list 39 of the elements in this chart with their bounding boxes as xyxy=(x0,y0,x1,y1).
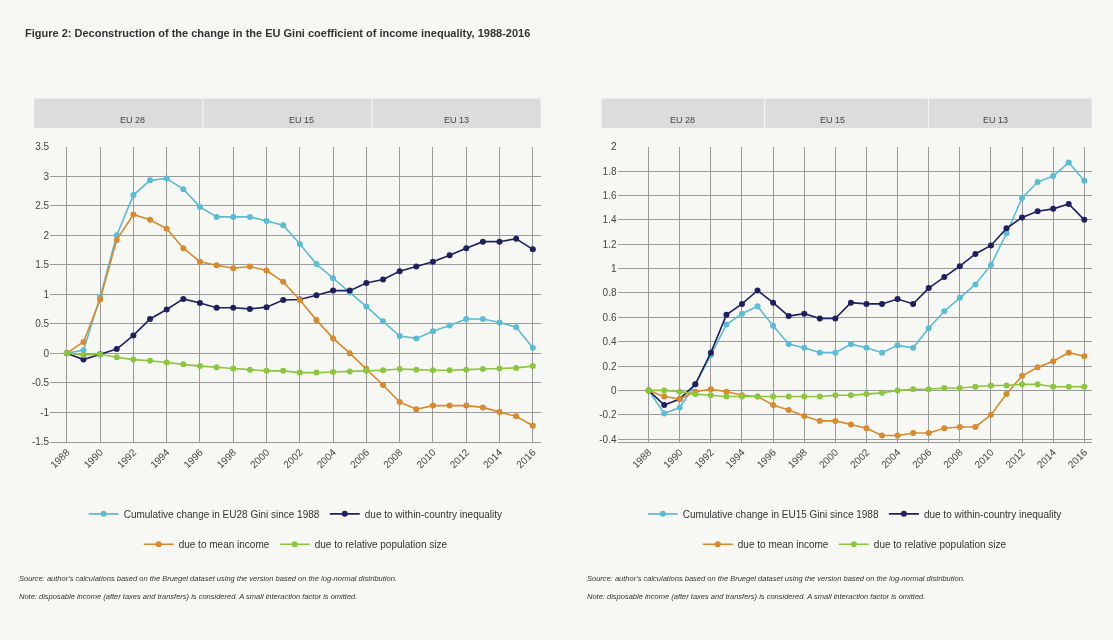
y-tick-label: 0 xyxy=(610,384,617,396)
legend-label: due to relative population size xyxy=(314,539,448,551)
legend-label: Cumulative change in EU28 Gini since 1988 xyxy=(123,508,320,520)
y-tick-label: 1.8 xyxy=(602,165,617,177)
y-tick-label: 1.5 xyxy=(35,259,50,271)
y-tick-label: 0.8 xyxy=(602,287,617,299)
chart-title: Figure 2: Deconstruction of the change in the EU Gini coefficient of income inequality, 1988-2016 xyxy=(25,27,531,39)
y-tick-label: 3.5 xyxy=(35,141,50,153)
legend-label: Cumulative change in EU15 Gini since 1988 xyxy=(682,508,879,520)
text: EU 13 xyxy=(983,115,1009,125)
y-tick-label: -1 xyxy=(40,406,50,418)
y-tick-label: 0.2 xyxy=(602,360,617,372)
y-tick-label: -0.5 xyxy=(31,377,50,389)
text: EU 28 xyxy=(120,115,146,125)
y-tick-label: -1.5 xyxy=(31,436,50,448)
y-tick-label: -0.2 xyxy=(599,409,617,421)
y-tick-label: 0.4 xyxy=(602,336,617,348)
y-tick-label: 2.5 xyxy=(35,200,50,212)
y-tick-label: 2 xyxy=(610,141,617,153)
y-tick-label: -0.4 xyxy=(599,433,617,445)
legend-label: due to relative population size xyxy=(873,539,1007,551)
legend-label: due to mean income xyxy=(178,539,270,551)
y-tick-label: 0.6 xyxy=(602,311,617,323)
text: EU 15 xyxy=(289,115,315,125)
text: EU 13 xyxy=(444,115,470,125)
y-tick-label: 2 xyxy=(43,229,50,241)
y-tick-label: 1.6 xyxy=(602,189,617,201)
y-tick-label: 1.2 xyxy=(602,238,617,250)
legend-label: due to within-country inequality xyxy=(364,508,503,520)
y-tick-label: 1.4 xyxy=(602,214,617,226)
y-tick-label: 1 xyxy=(43,288,50,300)
text: EU 15 xyxy=(820,115,846,125)
legend-label: due to mean income xyxy=(737,539,829,551)
y-tick-label: 0 xyxy=(43,347,50,359)
y-tick-label: 3 xyxy=(43,170,50,182)
y-tick-label: 1 xyxy=(610,263,617,275)
legend-label: due to within-country inequality xyxy=(923,508,1062,520)
text: EU 28 xyxy=(670,115,696,125)
y-tick-label: 0.5 xyxy=(35,318,50,330)
